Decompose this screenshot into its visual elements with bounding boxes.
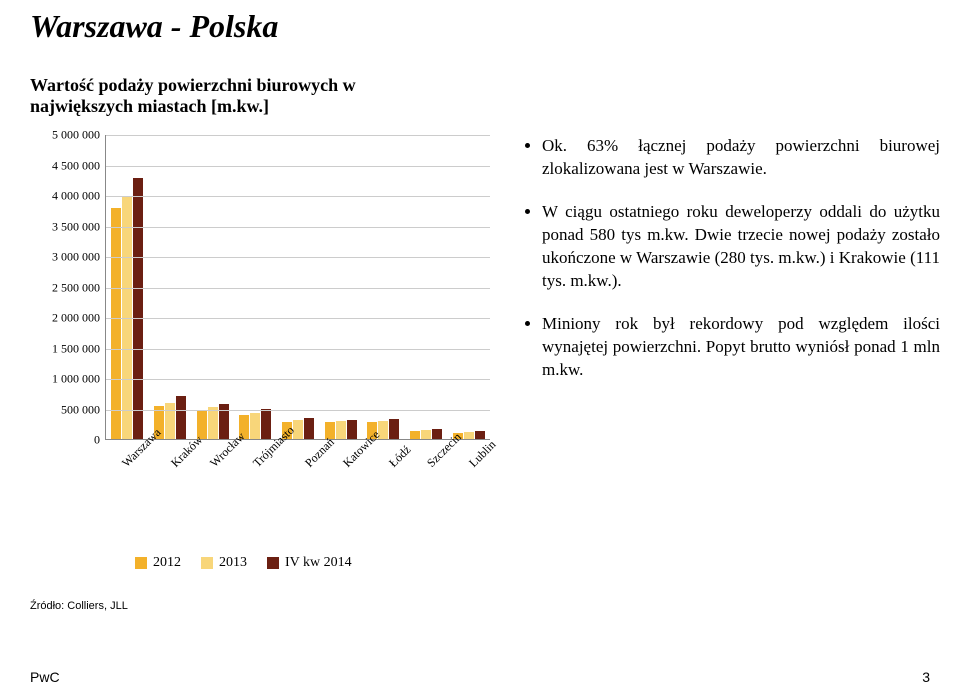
chart-y-label: 4 500 000 bbox=[30, 158, 100, 173]
chart-source: Źródło: Colliers, JLL bbox=[30, 600, 128, 612]
chart-bar bbox=[250, 413, 260, 439]
page-title: Warszawa - Polska bbox=[30, 8, 278, 45]
legend-label: IV kw 2014 bbox=[285, 555, 352, 571]
chart-bar bbox=[475, 431, 485, 440]
chart-bar bbox=[389, 419, 399, 439]
chart-gridline bbox=[106, 227, 490, 228]
chart-gridline bbox=[106, 318, 490, 319]
chart-gridline bbox=[106, 196, 490, 197]
chart-bar bbox=[261, 409, 271, 439]
legend-swatch bbox=[201, 557, 213, 569]
chart-bar bbox=[347, 420, 357, 439]
chart-bar bbox=[464, 432, 474, 439]
chart-bar bbox=[208, 407, 218, 439]
chart-gridline bbox=[106, 349, 490, 350]
supply-chart: WarszawaKrakówWrocławTrójmiastoPoznańKat… bbox=[30, 135, 490, 495]
bullet-item: W ciągu ostatniego roku deweloperzy odda… bbox=[542, 201, 940, 293]
chart-y-label: 3 500 000 bbox=[30, 219, 100, 234]
chart-y-label: 5 000 000 bbox=[30, 128, 100, 143]
chart-y-label: 500 000 bbox=[30, 402, 100, 417]
bullet-item: Ok. 63% łącznej podaży powierzchni biuro… bbox=[542, 135, 940, 181]
legend-label: 2012 bbox=[153, 555, 181, 571]
chart-bar bbox=[111, 208, 121, 439]
chart-bar bbox=[133, 178, 143, 439]
chart-y-label: 1 000 000 bbox=[30, 372, 100, 387]
chart-y-label: 3 000 000 bbox=[30, 250, 100, 265]
legend-item: 2012 bbox=[135, 555, 181, 571]
chart-bar bbox=[336, 421, 346, 439]
chart-y-label: 1 500 000 bbox=[30, 341, 100, 356]
bullet-list: Ok. 63% łącznej podaży powierzchni biuro… bbox=[520, 135, 940, 401]
chart-gridline bbox=[106, 410, 490, 411]
chart-gridline bbox=[106, 257, 490, 258]
chart-subtitle: Wartość podaży powierzchni biurowych w n… bbox=[30, 75, 460, 117]
chart-y-label: 0 bbox=[30, 433, 100, 448]
chart-bar bbox=[304, 418, 314, 439]
chart-x-labels: WarszawaKrakówWrocławTrójmiastoPoznańKat… bbox=[105, 440, 490, 495]
chart-y-label: 2 500 000 bbox=[30, 280, 100, 295]
chart-bar bbox=[165, 403, 175, 439]
chart-y-label: 2 000 000 bbox=[30, 311, 100, 326]
slide: Warszawa - Polska Wartość podaży powierz… bbox=[0, 0, 960, 697]
chart-legend: 2012 2013 IV kw 2014 bbox=[135, 555, 352, 571]
page-number: 3 bbox=[922, 669, 930, 685]
chart-bar bbox=[176, 396, 186, 439]
chart-y-label: 4 000 000 bbox=[30, 189, 100, 204]
chart-bar bbox=[421, 430, 431, 439]
legend-item: 2013 bbox=[201, 555, 247, 571]
chart-gridline bbox=[106, 166, 490, 167]
bullet-item: Miniony rok był rekordowy pod względem i… bbox=[542, 313, 940, 382]
chart-gridline bbox=[106, 135, 490, 136]
bullet-ul: Ok. 63% łącznej podaży powierzchni biuro… bbox=[520, 135, 940, 381]
legend-label: 2013 bbox=[219, 555, 247, 571]
legend-swatch bbox=[135, 557, 147, 569]
chart-gridline bbox=[106, 379, 490, 380]
chart-bar bbox=[432, 429, 442, 439]
legend-item: IV kw 2014 bbox=[267, 555, 352, 571]
footer-brand: PwC bbox=[30, 669, 60, 685]
legend-swatch bbox=[267, 557, 279, 569]
chart-plot-area bbox=[105, 135, 490, 440]
chart-gridline bbox=[106, 288, 490, 289]
chart-x-label: Lublin bbox=[466, 433, 532, 499]
